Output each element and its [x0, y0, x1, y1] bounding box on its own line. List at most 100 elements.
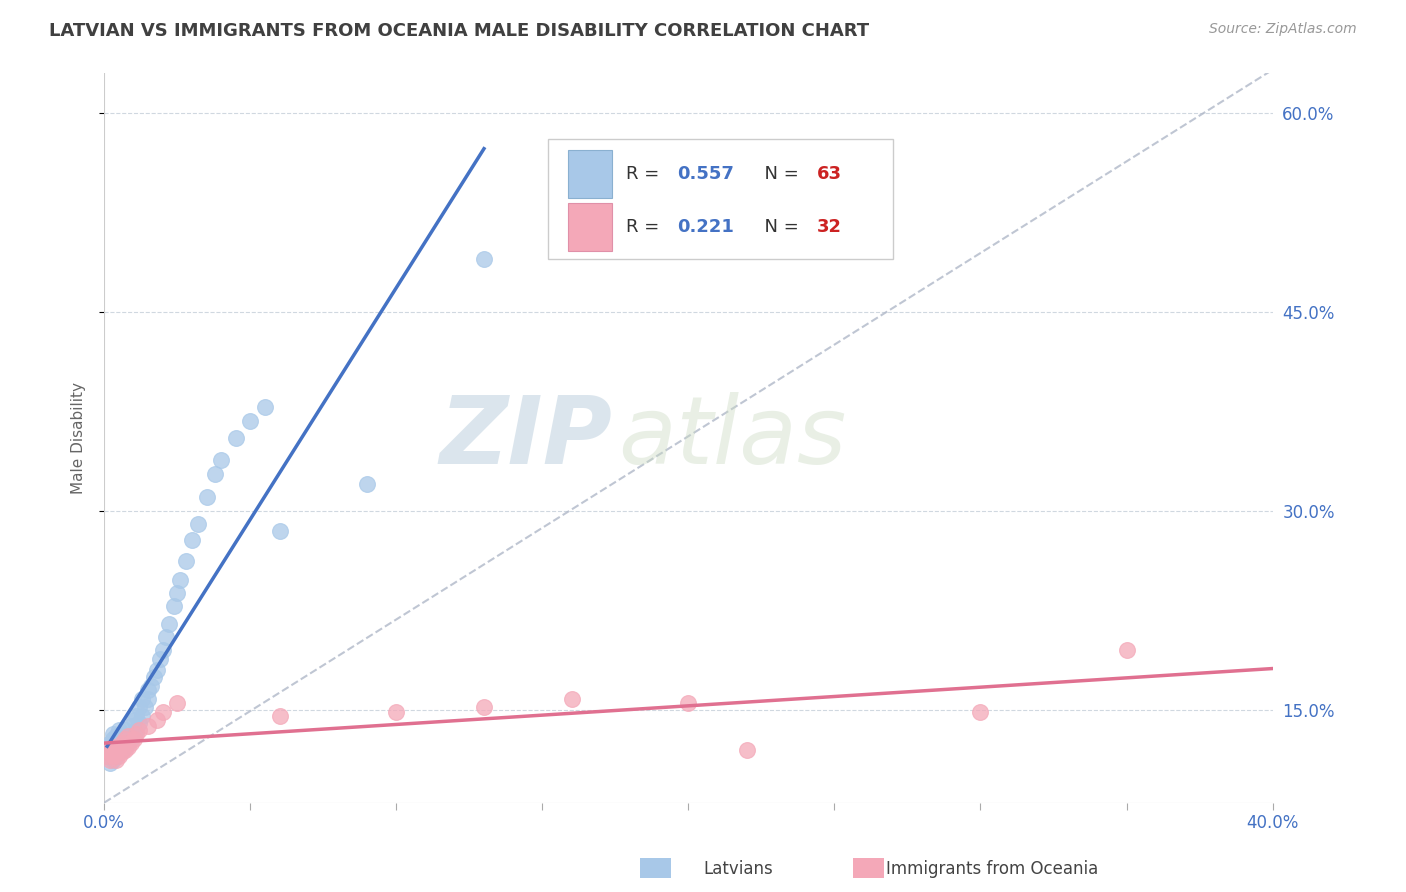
Point	[225, 431, 247, 445]
Point	[180, 533, 202, 547]
Point	[96, 749, 118, 764]
Point	[104, 749, 127, 764]
Point	[187, 516, 209, 531]
Point	[101, 731, 124, 746]
Point	[163, 599, 186, 614]
Point	[117, 729, 139, 743]
Point	[131, 692, 153, 706]
Point	[125, 723, 148, 737]
Text: R =: R =	[627, 219, 665, 236]
Point	[128, 723, 150, 737]
Point	[108, 739, 131, 754]
Point	[101, 745, 124, 759]
Point	[111, 745, 134, 759]
Point	[101, 753, 124, 767]
Point	[1115, 643, 1137, 657]
Point	[969, 706, 991, 720]
Point	[385, 706, 408, 720]
Point	[136, 719, 159, 733]
Point	[104, 729, 127, 743]
Point	[472, 700, 495, 714]
Point	[136, 682, 159, 697]
Point	[98, 749, 121, 764]
Point	[104, 742, 127, 756]
Point	[209, 453, 232, 467]
Point	[152, 643, 174, 657]
Text: 63: 63	[817, 165, 842, 183]
Point	[149, 652, 172, 666]
Point	[98, 742, 121, 756]
Point	[96, 749, 118, 764]
Text: 32: 32	[817, 219, 842, 236]
Point	[157, 616, 180, 631]
Point	[166, 586, 188, 600]
Point	[114, 742, 136, 756]
Point	[125, 726, 148, 740]
Point	[114, 731, 136, 746]
Point	[125, 709, 148, 723]
Point	[96, 742, 118, 756]
Point	[117, 739, 139, 754]
Point	[735, 742, 758, 756]
Point	[101, 739, 124, 754]
Text: ZIP: ZIP	[440, 392, 613, 483]
Point	[122, 731, 145, 746]
Point	[678, 696, 700, 710]
Point	[174, 554, 197, 568]
Point	[122, 726, 145, 740]
Point	[146, 663, 169, 677]
Point	[239, 413, 262, 427]
Point	[104, 745, 127, 759]
FancyBboxPatch shape	[548, 138, 893, 259]
Text: Source: ZipAtlas.com: Source: ZipAtlas.com	[1209, 22, 1357, 37]
Point	[101, 739, 124, 754]
Point	[120, 731, 142, 746]
Point	[111, 736, 134, 750]
Point	[96, 745, 118, 759]
FancyBboxPatch shape	[568, 203, 613, 251]
Point	[269, 524, 291, 538]
Point	[108, 745, 131, 759]
Point	[117, 729, 139, 743]
Point	[98, 745, 121, 759]
Text: R =: R =	[627, 165, 665, 183]
Point	[152, 706, 174, 720]
Point	[104, 753, 127, 767]
Text: 0.557: 0.557	[676, 165, 734, 183]
Point	[117, 736, 139, 750]
Text: Immigrants from Oceania: Immigrants from Oceania	[886, 860, 1098, 878]
Point	[108, 723, 131, 737]
Point	[104, 736, 127, 750]
Point	[114, 731, 136, 746]
Point	[128, 716, 150, 731]
Point	[136, 692, 159, 706]
Point	[122, 714, 145, 728]
Point	[114, 739, 136, 754]
Point	[146, 714, 169, 728]
Text: LATVIAN VS IMMIGRANTS FROM OCEANIA MALE DISABILITY CORRELATION CHART: LATVIAN VS IMMIGRANTS FROM OCEANIA MALE …	[49, 22, 869, 40]
Text: Latvians: Latvians	[703, 860, 773, 878]
Point	[166, 696, 188, 710]
Point	[111, 742, 134, 756]
Text: atlas: atlas	[619, 392, 846, 483]
Point	[155, 630, 177, 644]
Point	[253, 401, 276, 415]
Point	[108, 731, 131, 746]
Point	[98, 736, 121, 750]
FancyBboxPatch shape	[568, 150, 613, 198]
Point	[111, 726, 134, 740]
Point	[269, 709, 291, 723]
Point	[120, 719, 142, 733]
Y-axis label: Male Disability: Male Disability	[72, 382, 86, 494]
Point	[204, 467, 226, 481]
Text: N =: N =	[752, 219, 804, 236]
Point	[98, 753, 121, 767]
Point	[120, 736, 142, 750]
Point	[134, 700, 156, 714]
Point	[472, 252, 495, 266]
Point	[101, 726, 124, 740]
Point	[96, 739, 118, 754]
Point	[114, 723, 136, 737]
Point	[128, 700, 150, 714]
Point	[169, 573, 191, 587]
